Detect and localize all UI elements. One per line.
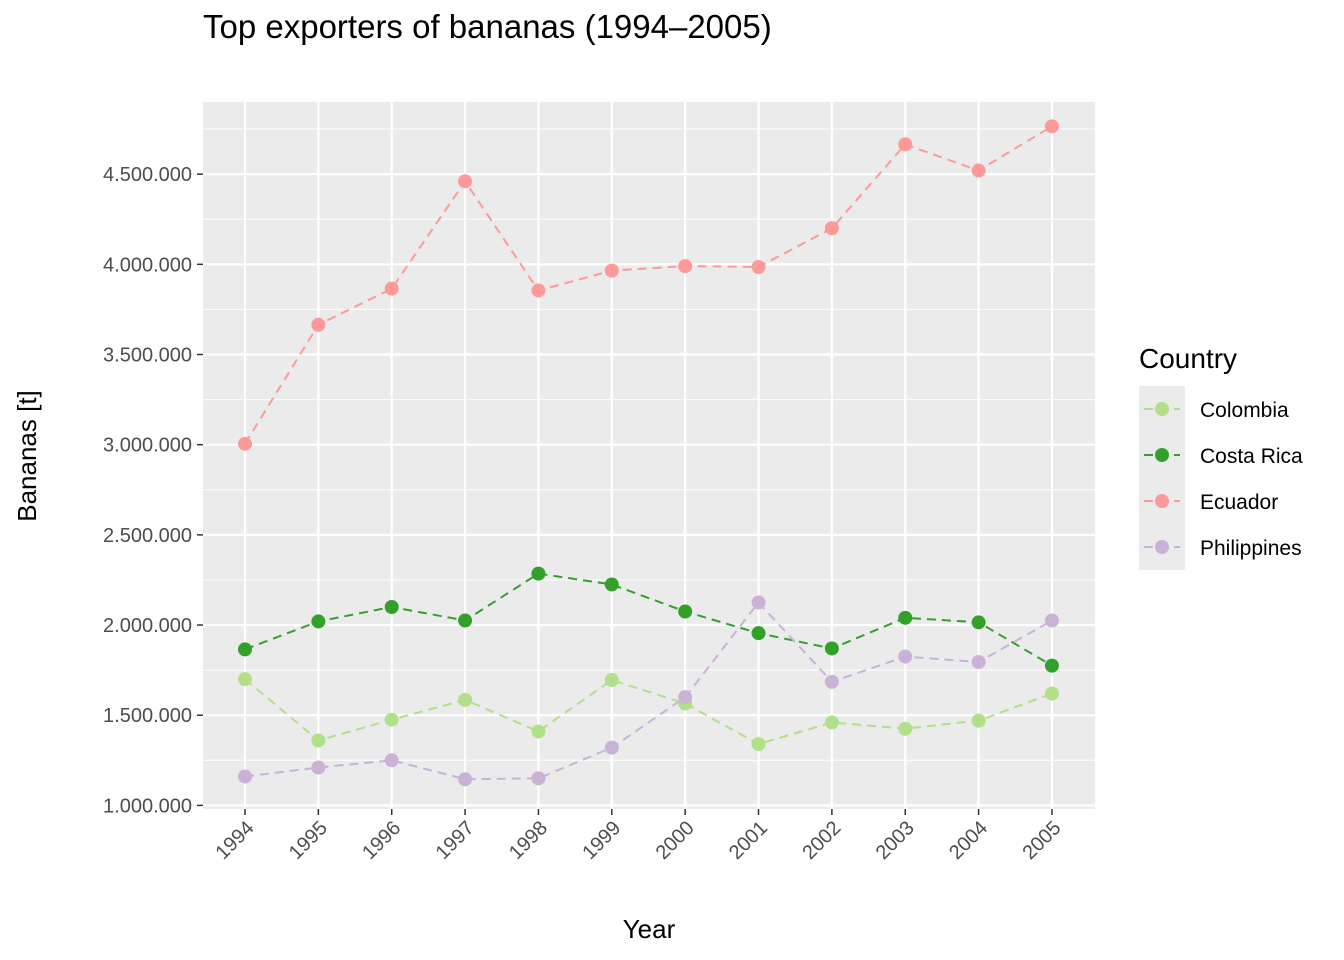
data-point-philippines — [384, 753, 399, 768]
data-point-philippines — [238, 769, 252, 784]
y-axis: 1.000.000 1.500.000 2.000.000 2.500.000 3.00… — [103, 164, 203, 817]
data-point-ecuador — [311, 317, 326, 332]
legend-label-philippines: Philippines — [1200, 537, 1302, 560]
series-layer — [238, 119, 1059, 787]
y-tick-label: 3.000.000 — [103, 435, 192, 457]
data-point-costa-rica — [384, 600, 399, 614]
data-point-ecuador — [531, 283, 546, 298]
legend-title: Country — [1139, 343, 1237, 374]
data-point-ecuador — [751, 260, 766, 275]
x-tick-label: 2003 — [872, 817, 919, 864]
y-tick-label: 1.000.000 — [103, 795, 192, 817]
legend-label-ecuador: Ecuador — [1200, 491, 1278, 514]
x-tick-label: 1999 — [578, 817, 625, 864]
data-point-colombia — [898, 721, 913, 736]
data-point-colombia — [824, 715, 839, 730]
legend: Country Colombia Costa Rica Ecuador Philipp… — [1139, 343, 1303, 570]
data-point-ecuador — [458, 174, 473, 189]
data-point-ecuador — [1044, 119, 1059, 134]
legend-key-background — [1139, 386, 1185, 570]
data-point-costa-rica — [1044, 658, 1059, 673]
data-point-costa-rica — [604, 577, 619, 592]
y-tick-label: 2.500.000 — [103, 525, 192, 547]
x-tick-label: 2004 — [945, 817, 992, 864]
legend-point-ecuador — [1155, 494, 1169, 508]
legend-label-costa-rica: Costa Rica — [1200, 445, 1303, 468]
data-point-ecuador — [238, 436, 252, 451]
series-line-colombia — [244, 678, 1053, 746]
y-tick-label: 2.000.000 — [103, 615, 192, 637]
data-point-costa-rica — [898, 610, 913, 625]
data-point-philippines — [678, 690, 693, 705]
data-point-costa-rica — [751, 626, 766, 641]
x-tick-label: 1994 — [212, 817, 259, 864]
x-tick-label: 2005 — [1018, 817, 1065, 864]
y-tick-label: 4.000.000 — [103, 254, 192, 276]
legend-point-philippines — [1155, 540, 1169, 554]
x-axis: 1994 1995 1996 1997 1998 1999 2000 2001 2002 2003… — [212, 809, 1065, 864]
data-point-costa-rica — [311, 614, 326, 629]
series-line-costa-rica — [244, 572, 1053, 667]
data-point-colombia — [1044, 686, 1059, 701]
data-point-colombia — [751, 737, 766, 752]
data-point-ecuador — [604, 263, 619, 278]
x-tick-label: 2002 — [798, 817, 845, 864]
data-point-philippines — [1044, 613, 1059, 628]
x-tick-label: 2001 — [725, 817, 772, 864]
y-tick-label: 1.500.000 — [103, 705, 192, 727]
legend-point-colombia — [1155, 402, 1169, 416]
x-tick-label: 1997 — [432, 817, 479, 864]
grid-minor — [203, 128, 1095, 761]
data-point-costa-rica — [971, 615, 986, 630]
data-point-ecuador — [898, 137, 913, 152]
legend-label-colombia: Colombia — [1200, 399, 1289, 422]
y-tick-label: 3.500.000 — [103, 345, 192, 367]
data-point-philippines — [751, 595, 766, 610]
legend-point-costa-rica — [1155, 448, 1169, 462]
data-point-costa-rica — [678, 604, 693, 619]
data-point-ecuador — [678, 259, 693, 274]
data-point-colombia — [604, 673, 619, 688]
data-point-costa-rica — [824, 641, 839, 656]
data-point-colombia — [971, 713, 986, 728]
data-point-costa-rica — [531, 566, 546, 581]
x-tick-label: 1995 — [285, 817, 332, 864]
data-point-ecuador — [824, 221, 839, 236]
data-point-costa-rica — [458, 613, 473, 628]
x-tick-label: 1996 — [358, 817, 405, 864]
data-point-colombia — [458, 692, 473, 707]
y-axis-title: Bananas [t] — [12, 390, 42, 522]
data-point-ecuador — [971, 163, 986, 178]
data-point-colombia — [238, 672, 252, 687]
data-point-philippines — [824, 674, 839, 689]
data-point-colombia — [311, 733, 326, 748]
chart-title: Top exporters of bananas (1994–2005) — [203, 8, 772, 45]
data-point-costa-rica — [238, 642, 252, 657]
data-point-philippines — [311, 760, 326, 775]
data-point-ecuador — [384, 281, 399, 296]
series-line-philippines — [244, 600, 1053, 781]
y-tick-label: 4.500.000 — [103, 164, 192, 186]
data-point-philippines — [458, 772, 473, 787]
data-point-philippines — [898, 649, 913, 664]
grid-major — [203, 102, 1095, 809]
plot-panel — [203, 102, 1095, 809]
data-point-philippines — [531, 771, 546, 786]
data-point-philippines — [971, 655, 986, 670]
x-axis-title: Year — [623, 914, 676, 944]
x-tick-label: 1998 — [505, 817, 552, 864]
data-point-colombia — [531, 724, 546, 739]
data-point-colombia — [384, 712, 399, 727]
data-point-philippines — [604, 740, 619, 755]
x-tick-label: 2000 — [652, 817, 699, 864]
